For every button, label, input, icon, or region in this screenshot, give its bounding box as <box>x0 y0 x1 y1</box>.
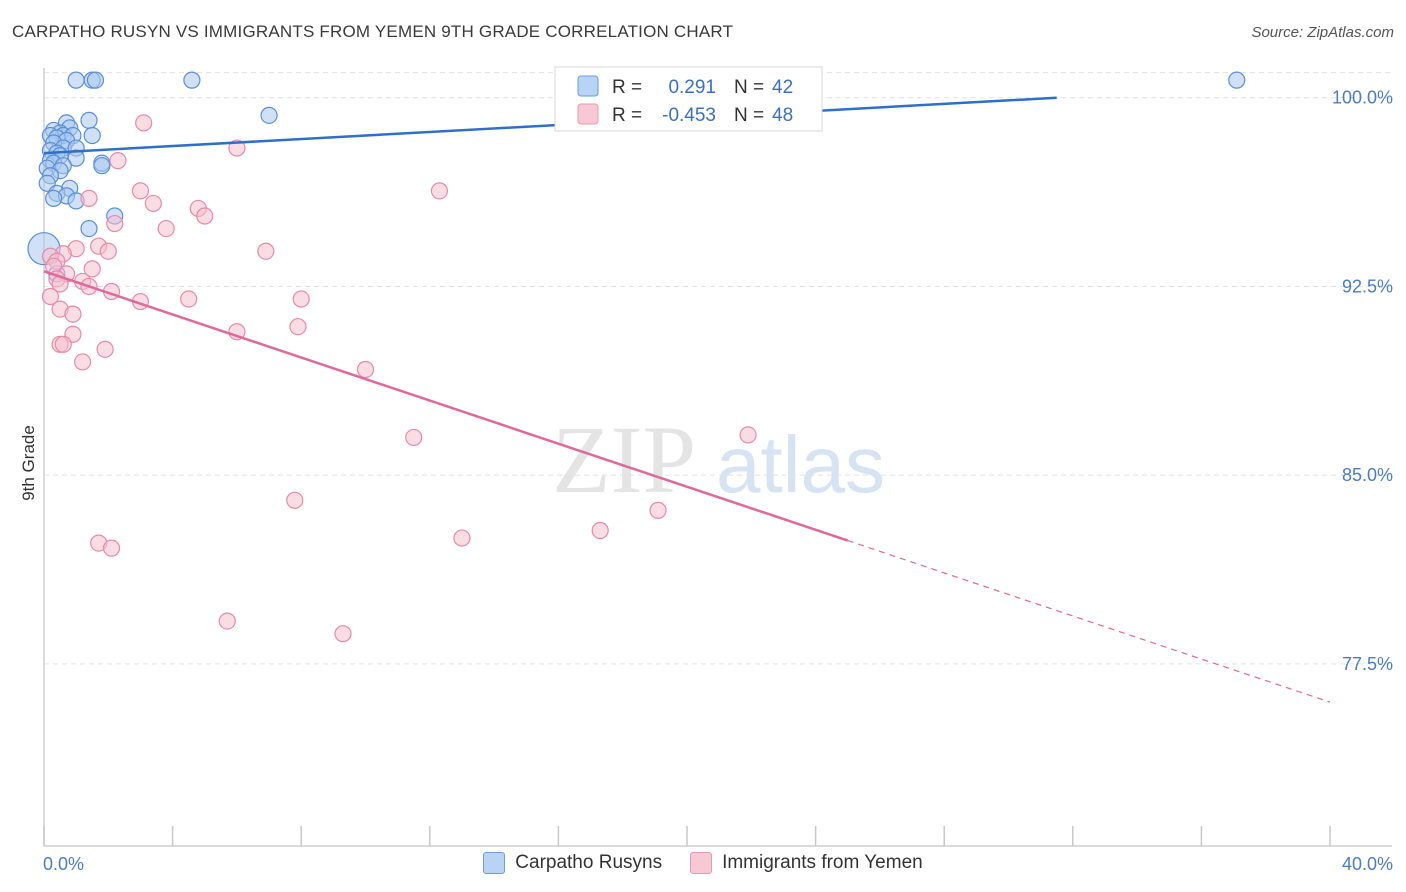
pink-point <box>356 360 375 379</box>
y-tick-label: 100.0% <box>1332 88 1393 108</box>
pink-point <box>453 529 471 547</box>
pink-point <box>157 219 175 238</box>
series-legend: Carpatho Rusyns Immigrants from Yemen <box>0 852 1406 874</box>
pink-point <box>109 152 127 170</box>
pink-point <box>218 612 236 630</box>
blue-point <box>80 111 98 129</box>
pink-point <box>99 242 117 260</box>
x-tick-label: 0.0% <box>43 854 84 874</box>
legend-swatch-pink <box>577 103 599 125</box>
pink-point <box>54 335 72 353</box>
legend-item-yemen: Immigrants from Yemen <box>690 852 923 874</box>
pink-point <box>196 207 214 225</box>
trend-lines <box>43 96 1331 703</box>
pink-trend-extension <box>847 540 1331 703</box>
blue-point <box>80 219 98 238</box>
pink-point <box>292 290 310 308</box>
pink-point <box>83 260 101 278</box>
pink-point <box>96 340 114 358</box>
pink-point <box>289 318 307 336</box>
tick-labels: 100.0% 92.5% 85.0% 77.5% 0.0% 40.0% <box>43 88 1393 874</box>
pink-point <box>102 539 121 557</box>
legend-n-label-1: N = <box>734 77 764 98</box>
blue-point <box>260 106 278 124</box>
y-axis-label: 9th Grade <box>19 425 38 501</box>
legend-swatch-carpatho <box>483 852 506 874</box>
legend-item-carpatho-rusyns: Carpatho Rusyns <box>483 852 662 874</box>
legend-n-value-1: 42 <box>772 77 793 98</box>
pink-point <box>73 353 92 371</box>
data-points <box>27 71 1246 643</box>
source-label: Source: ZipAtlas.com <box>1251 24 1394 41</box>
pink-point <box>144 194 162 213</box>
y-tick-label: 92.5% <box>1342 276 1393 296</box>
legend-r-value-2: -0.453 <box>662 105 716 126</box>
pink-point <box>649 501 667 519</box>
legend-r-label-2: R = <box>612 105 642 126</box>
pink-point <box>405 428 423 447</box>
pink-point <box>106 214 124 233</box>
blue-point <box>86 71 105 89</box>
y-tick-label: 77.5% <box>1342 654 1393 674</box>
blue-trend-line <box>43 96 1057 155</box>
legend-label-carpatho: Carpatho Rusyns <box>515 852 663 873</box>
legend-swatch-blue <box>577 75 599 97</box>
pink-point <box>430 182 449 200</box>
blue-point <box>45 189 63 207</box>
pink-point <box>334 625 352 643</box>
legend-swatch-yemen <box>690 852 713 874</box>
pink-point <box>80 189 98 207</box>
axes <box>43 68 1392 847</box>
blue-point <box>93 157 111 175</box>
pink-point <box>41 287 60 306</box>
chart-title: CARPATHO RUSYN VS IMMIGRANTS FROM YEMEN … <box>12 22 734 41</box>
pink-trend-line <box>43 270 849 542</box>
blue-point <box>183 71 201 89</box>
blue-point <box>67 71 85 89</box>
legend-r-value-1: 0.291 <box>668 77 716 98</box>
pink-point <box>64 305 82 323</box>
watermark-zip: ZIP <box>552 406 696 513</box>
pink-point <box>228 139 246 157</box>
legend-r-label-1: R = <box>612 77 642 98</box>
legend-label-yemen: Immigrants from Yemen <box>722 852 923 873</box>
pink-point <box>591 521 609 540</box>
pink-point <box>739 426 757 444</box>
legend-n-value-2: 48 <box>772 105 793 126</box>
pink-point <box>180 290 198 308</box>
y-tick-label: 85.0% <box>1342 465 1393 485</box>
pink-point <box>135 114 153 132</box>
pink-point <box>131 182 150 200</box>
pink-point <box>257 242 275 260</box>
pink-point <box>286 491 304 509</box>
x-tick-label: 40.0% <box>1342 854 1393 874</box>
stats-legend: R = 0.291 N = 42 R = -0.453 N = 48 <box>554 66 823 132</box>
blue-point <box>83 126 101 145</box>
blue-point <box>1228 71 1246 89</box>
legend-n-label-2: N = <box>734 105 764 126</box>
gridlines <box>44 72 1392 665</box>
